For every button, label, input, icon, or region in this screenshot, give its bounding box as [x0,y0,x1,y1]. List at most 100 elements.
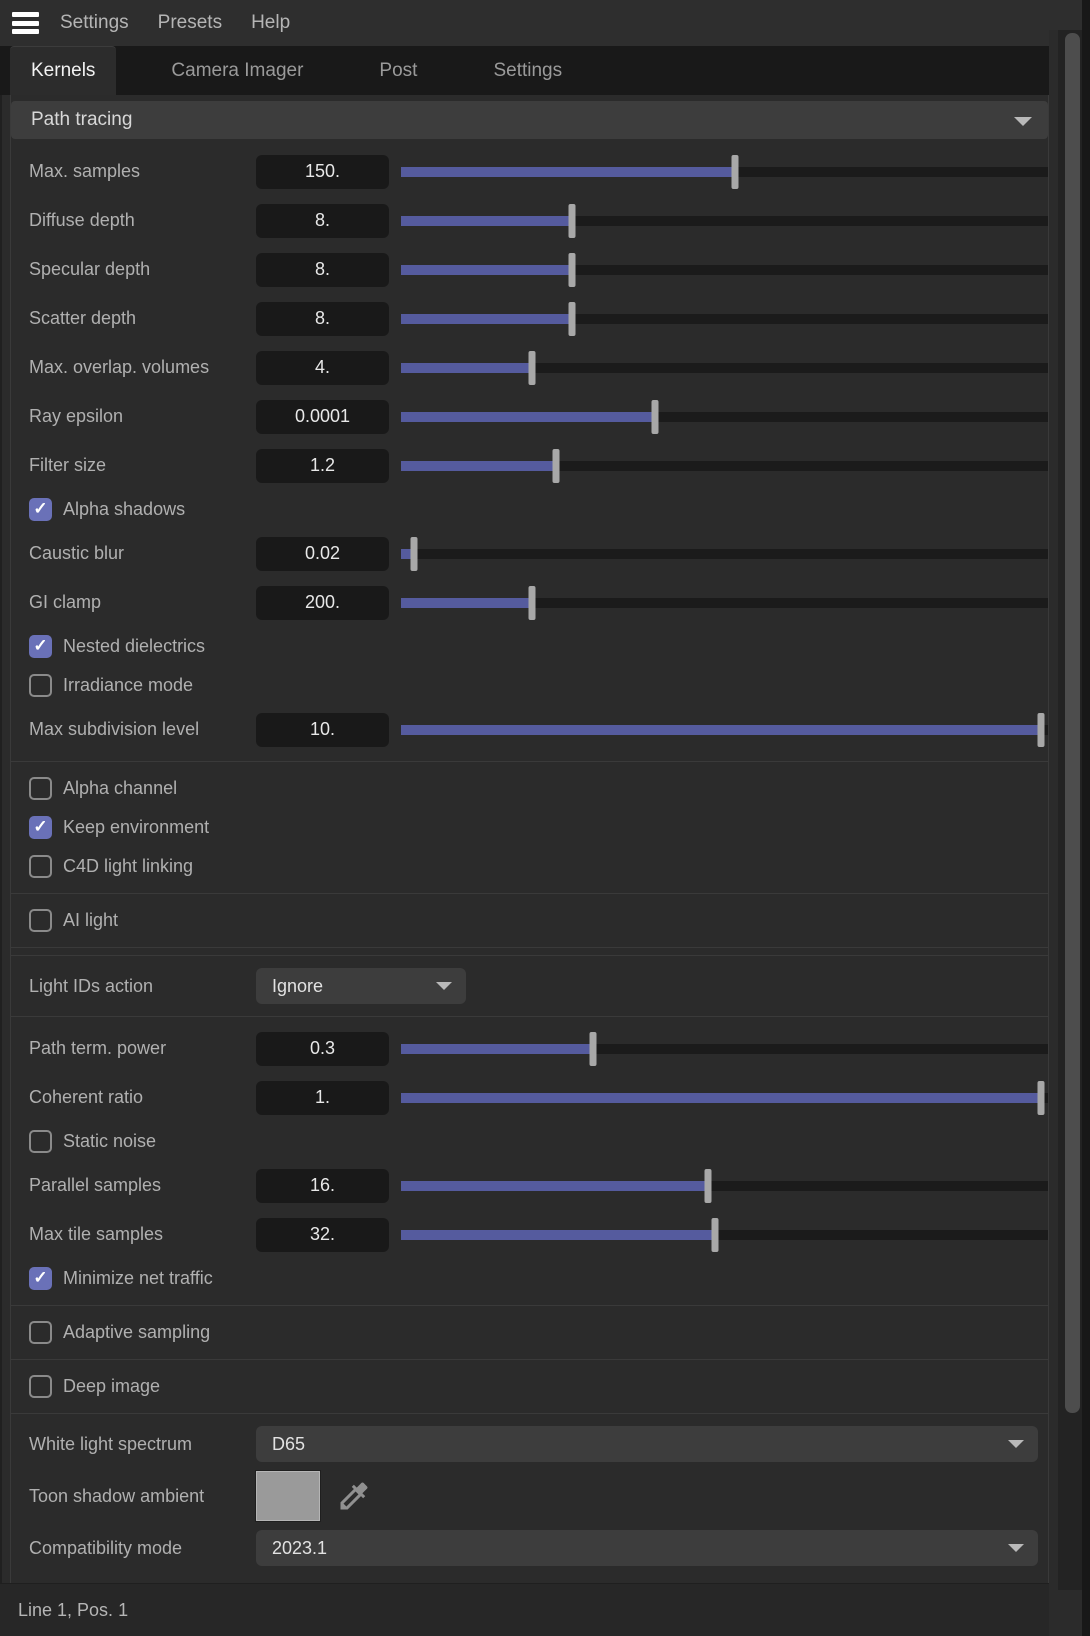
chevron-down-icon [436,982,452,990]
scrollbar-thumb[interactable] [1065,33,1080,1413]
checkbox-label: Deep image [63,1376,161,1396]
parameter-row: Specular depth 8. [11,245,1048,294]
dropdown-select[interactable]: Ignore [256,968,466,1004]
slider-handle[interactable] [528,585,536,620]
slider-track [401,1180,1048,1191]
slider-handle[interactable] [410,536,418,571]
slider[interactable] [401,399,1048,434]
slider-handle[interactable] [731,154,739,189]
slider-handle[interactable] [711,1217,719,1252]
value-input[interactable]: 10. [256,712,389,747]
value-text: 2023.1 [272,1537,328,1558]
slider-track [401,215,1048,226]
value-input[interactable]: 4. [256,350,389,385]
value-input[interactable]: 8. [256,301,389,336]
tab-settings[interactable]: Settings [493,59,563,81]
checkbox[interactable]: ✓ [29,1321,52,1344]
dropdown-select[interactable]: 2023.1 [256,1530,1038,1566]
slider[interactable] [401,203,1048,238]
value-input[interactable]: 150. [256,154,389,189]
checkbox[interactable]: ✓ [29,816,52,839]
select-row: White light spectrum D65 [11,1421,1048,1467]
slider[interactable] [401,350,1048,385]
menu-item-settings[interactable]: Settings [60,12,129,33]
slider[interactable] [401,154,1048,189]
menu-item-help[interactable]: Help [251,12,291,33]
slider[interactable] [401,252,1048,287]
parameter-row: Caustic blur 0.02 [11,529,1048,578]
slider[interactable] [401,448,1048,483]
value-input[interactable]: 0.3 [256,1031,389,1066]
slider-handle[interactable] [568,252,576,287]
value-input[interactable]: 8. [256,252,389,287]
tab-camera-imager[interactable]: Camera Imager [171,59,304,81]
checkbox-row: ✓ Alpha channel [11,769,1048,808]
checkbox-label: Nested dielectrics [63,636,206,656]
checkbox-label: Alpha channel [63,778,178,798]
group-separator [11,1016,1048,1017]
value-input[interactable]: 8. [256,203,389,238]
kernel-type-select[interactable]: Path tracing [11,101,1048,139]
checkbox[interactable]: ✓ [29,855,52,878]
slider-handle[interactable] [1037,712,1045,747]
slider-fill [401,215,573,226]
slider-track [401,460,1048,471]
value-text: 1. [314,1087,330,1107]
value-input[interactable]: 1.2 [256,448,389,483]
parameter-label: Max subdivision level [29,719,200,739]
slider-handle[interactable] [568,301,576,336]
slider-fill [401,411,656,422]
group-separator [11,955,1048,956]
parameter-row: Path term. power 0.3 [11,1024,1048,1073]
slider[interactable] [401,301,1048,336]
slider[interactable] [401,1031,1048,1066]
value-input[interactable]: 200. [256,585,389,620]
value-input[interactable]: 1. [256,1080,389,1115]
slider-handle[interactable] [704,1168,712,1203]
slider[interactable] [401,712,1048,747]
slider-handle[interactable] [1037,1080,1045,1115]
parameter-row: Max. samples 150. [11,147,1048,196]
parameter-row: Ray epsilon 0.0001 [11,392,1048,441]
value-text: 32. [309,1224,336,1244]
checkbox[interactable]: ✓ [29,1375,52,1398]
slider[interactable] [401,1217,1048,1252]
checkbox-label: Minimize net traffic [63,1268,213,1288]
parameter-row: Max tile samples 32. [11,1210,1048,1259]
checkbox[interactable]: ✓ [29,674,52,697]
hamburger-menu-icon[interactable] [12,12,39,34]
color-swatch[interactable] [255,1470,321,1522]
slider-fill [401,1043,594,1054]
slider-handle[interactable] [528,350,536,385]
checkbox[interactable]: ✓ [29,777,52,800]
parameter-label: Max tile samples [29,1224,164,1244]
checkbox[interactable]: ✓ [29,635,52,658]
slider-handle[interactable] [568,203,576,238]
checkbox[interactable]: ✓ [29,1130,52,1153]
checkbox-row: ✓ Keep environment [11,808,1048,847]
value-input[interactable]: 0.0001 [256,399,389,434]
value-input[interactable]: 16. [256,1168,389,1203]
scrollbar-column [1049,0,1090,1636]
check-icon: ✓ [33,817,48,836]
parameter-row: Max subdivision level 10. [11,705,1048,754]
checkbox[interactable]: ✓ [29,1267,52,1290]
value-input[interactable]: 32. [256,1217,389,1252]
slider-track [401,1043,1048,1054]
eyedropper-icon[interactable] [336,1478,372,1514]
slider-handle[interactable] [552,448,560,483]
slider[interactable] [401,585,1048,620]
slider-handle[interactable] [589,1031,597,1066]
tab-post[interactable]: Post [379,59,418,81]
slider-handle[interactable] [651,399,659,434]
checkbox[interactable]: ✓ [29,498,52,521]
tab-kernels[interactable]: Kernels [10,46,117,95]
parameter-row: GI clamp 200. [11,578,1048,627]
value-input[interactable]: 0.02 [256,536,389,571]
menu-item-presets[interactable]: Presets [157,12,223,33]
checkbox[interactable]: ✓ [29,909,52,932]
slider[interactable] [401,1080,1048,1115]
slider[interactable] [401,1168,1048,1203]
dropdown-select[interactable]: D65 [256,1426,1038,1462]
slider[interactable] [401,536,1048,571]
